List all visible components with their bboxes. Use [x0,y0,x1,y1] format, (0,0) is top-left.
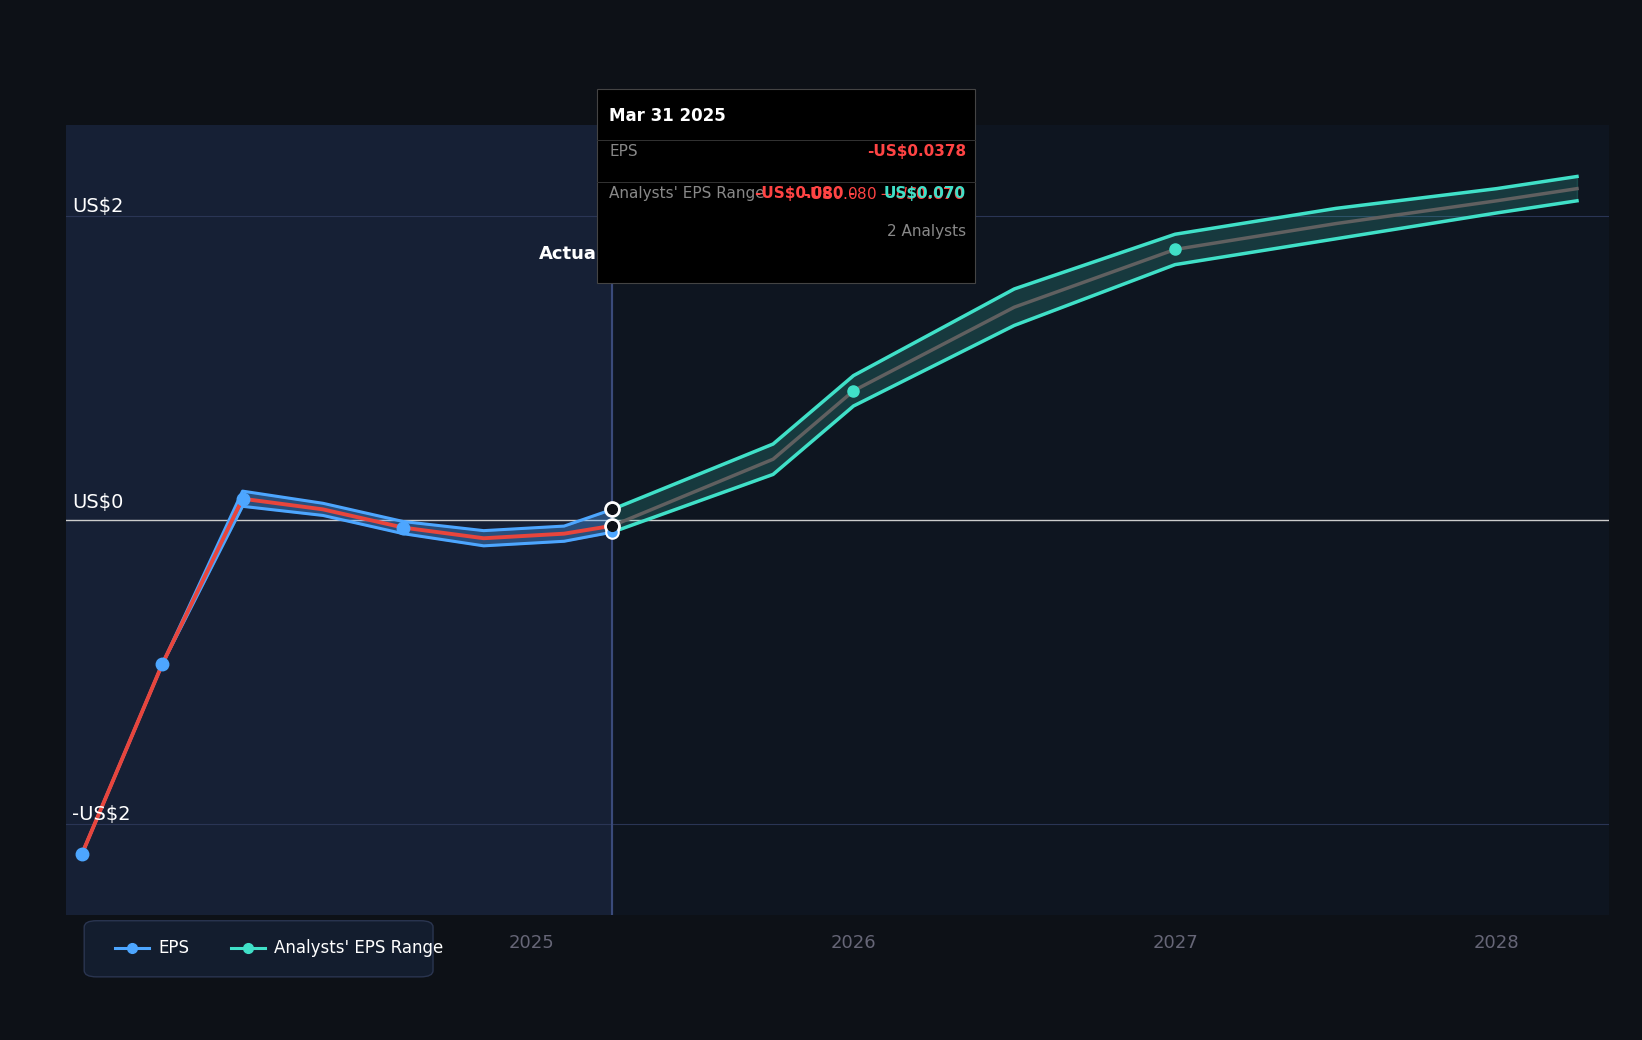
Text: US$0: US$0 [72,493,123,513]
FancyBboxPatch shape [598,89,975,283]
Text: Analysts' EPS Range: Analysts' EPS Range [274,939,443,958]
Text: US$2: US$2 [72,197,123,216]
Text: -US$0.080 -: -US$0.080 - [755,186,860,201]
Text: Analysts Forecasts: Analysts Forecasts [622,245,790,263]
FancyBboxPatch shape [84,920,433,977]
Text: Actual: Actual [539,245,603,263]
Text: EPS: EPS [158,939,189,958]
Text: EPS: EPS [609,144,637,159]
Bar [66,125,612,915]
Text: -US$0.0378: -US$0.0378 [867,144,965,159]
Text: US$0.070: US$0.070 [883,186,965,201]
Text: 2 Analysts: 2 Analysts [887,224,965,238]
Text: -US$0.080 - US$0.070: -US$0.080 - US$0.070 [803,186,965,202]
Text: Mar 31 2025: Mar 31 2025 [609,107,726,125]
Text: -US$2: -US$2 [72,805,131,824]
Text: Analysts' EPS Range: Analysts' EPS Range [609,186,765,201]
